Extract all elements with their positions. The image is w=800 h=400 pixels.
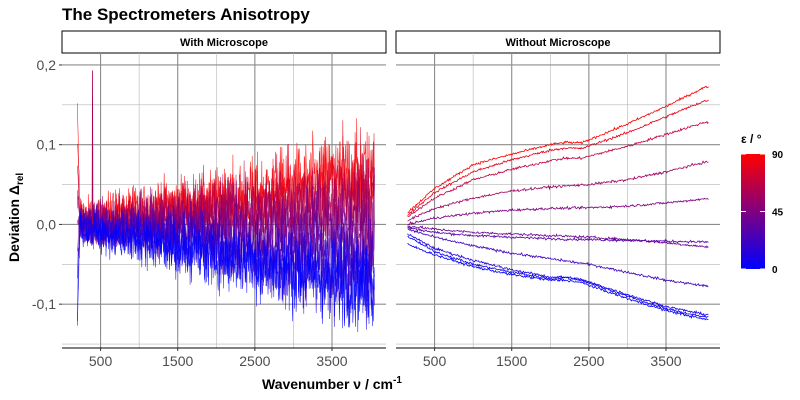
series-line-eps-5	[407, 235, 709, 319]
legend-title: ε / °	[741, 132, 762, 146]
strip-with-microscope	[61, 30, 387, 54]
x-tick-label: 1500	[162, 353, 193, 369]
series-group-without-microscope	[407, 85, 709, 321]
series-group-with-microscope	[77, 70, 375, 333]
legend-tick-label: 0	[772, 265, 778, 276]
grid-without-microscope	[396, 53, 720, 349]
x-tick-label: 2500	[573, 353, 604, 369]
strip-label-with-microscope: With Microscope	[180, 37, 268, 49]
series-line-eps-38	[407, 225, 709, 249]
y-axis-title-main: Deviation Δ	[6, 185, 22, 262]
series-line-eps-56	[407, 160, 709, 222]
legend-tick-label: 45	[772, 208, 784, 219]
series-line-eps-30	[407, 226, 709, 244]
x-axis-title: Wavenumber ν / cm-1	[262, 375, 402, 392]
series-line-eps-45	[407, 197, 709, 226]
x-tick-label: 2500	[239, 353, 270, 369]
series-spike	[91, 70, 94, 225]
x-tick-label: 1500	[496, 353, 527, 369]
y-axis-ticks: -0,1 0,0 0,1 0,2	[32, 57, 62, 312]
series-line-eps-90	[407, 85, 709, 214]
y-tick-label: 0,1	[37, 137, 57, 153]
series-line-eps-0	[77, 204, 375, 333]
x-tick-label: 3500	[316, 353, 347, 369]
y-tick-label: -0,1	[32, 296, 56, 312]
x-tick-label: 500	[89, 353, 113, 369]
x-axis-title-superscript: -1	[393, 375, 402, 386]
y-axis-title: Deviation Δrel	[6, 173, 26, 262]
series-line-eps-22	[407, 228, 709, 288]
series-line-eps-80	[407, 99, 709, 216]
strip-without-microscope	[395, 30, 721, 54]
x-tick-label: 3500	[650, 353, 681, 369]
series-line-eps-0	[407, 242, 709, 321]
legend-tick-label: 90	[772, 150, 784, 161]
strip-label-without-microscope: Without Microscope	[505, 37, 610, 49]
legend-ticks: 0 45 90	[741, 150, 784, 276]
y-tick-label: 0,2	[37, 57, 57, 73]
chart-title: The Spectrometers Anisotropy	[62, 5, 310, 24]
x-tick-label: 500	[423, 353, 447, 369]
y-tick-label: 0,0	[37, 216, 57, 232]
x-axis-ticks: 500 1500 2500 3500 500 1500 2500 3500	[89, 348, 682, 369]
color-legend: ε / ° 0 45 90	[741, 132, 784, 276]
series-line-eps-10	[407, 233, 709, 317]
panel-with-microscope: With Microscope	[61, 30, 387, 349]
x-axis-title-main: Wavenumber ν / cm	[262, 376, 393, 392]
panel-without-microscope: Without Microscope	[395, 30, 721, 349]
y-axis-title-subscript: rel	[15, 173, 26, 185]
series-line-eps-68	[407, 120, 709, 217]
